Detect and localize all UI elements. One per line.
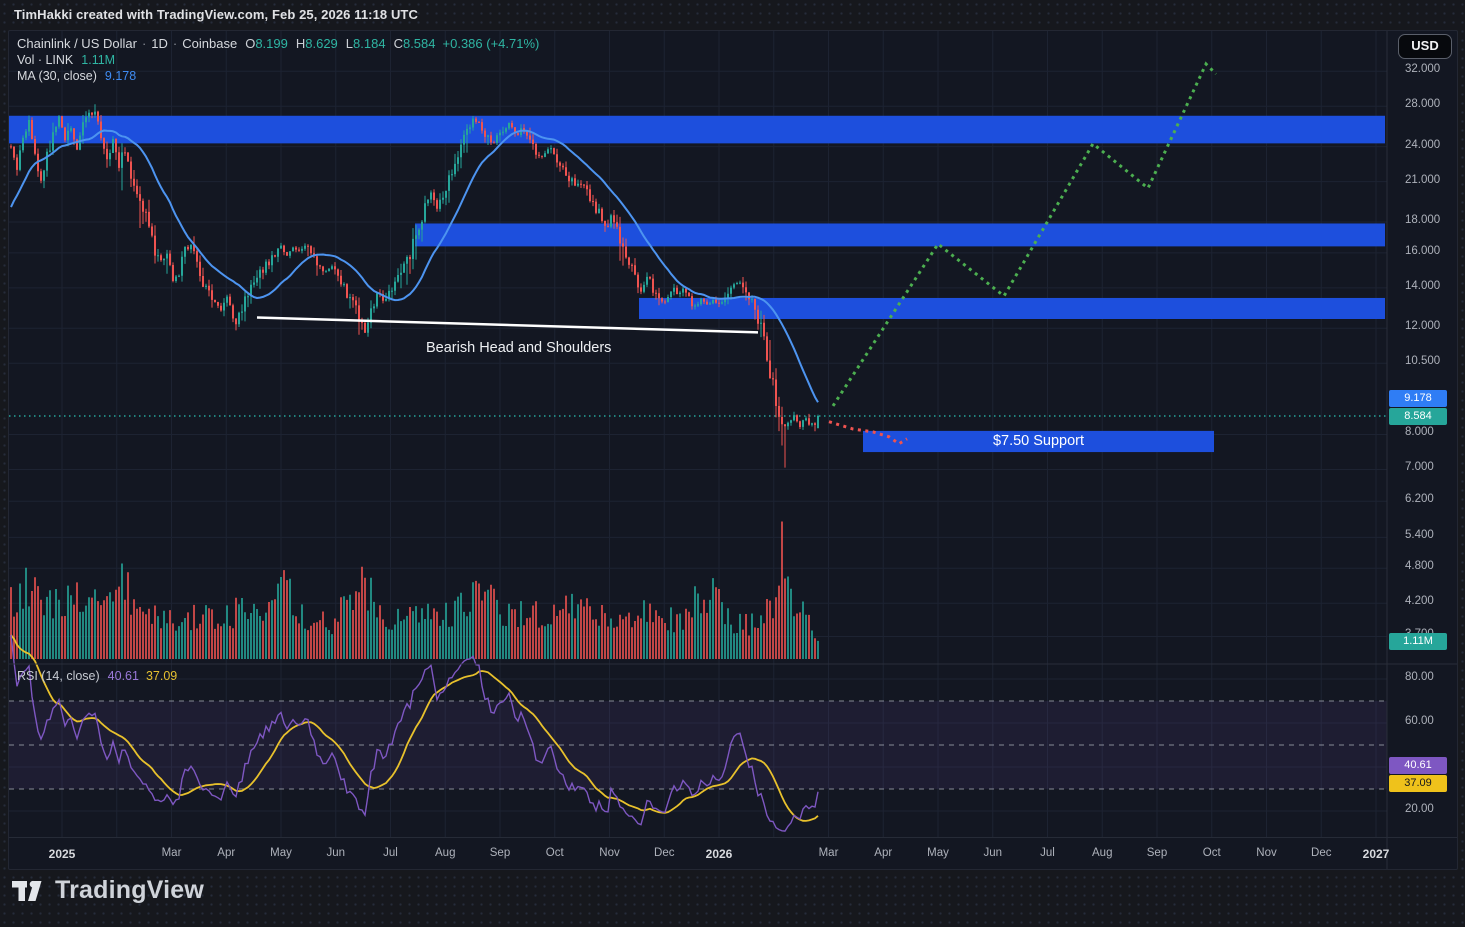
volume-label: Vol · LINK — [17, 52, 74, 67]
high-value: 8.629 — [305, 36, 338, 51]
symbol-name: Chainlink / US Dollar — [17, 36, 137, 51]
volume-bars-up — [19, 563, 819, 659]
month-tick-label: May — [927, 847, 949, 859]
timeframe-label: 1D — [151, 36, 168, 51]
month-tick-label: May — [270, 847, 292, 859]
open-value: 8.199 — [255, 36, 288, 51]
month-tick-label: Nov — [1256, 847, 1277, 859]
month-tick-label: Sep — [489, 847, 511, 859]
legend-separator: · — [141, 36, 147, 51]
low-label: L — [345, 36, 354, 51]
volume-badge: 1.11M — [1389, 632, 1447, 650]
price-tick-label: 18.000 — [1405, 213, 1441, 226]
price-tick-label: 32.000 — [1405, 63, 1441, 76]
volume-legend-row[interactable]: Vol · LINK 1.11M — [17, 53, 539, 69]
ma-price-badge: 9.178 — [1389, 389, 1447, 407]
snapshot-title: TimHakki created with TradingView.com, F… — [14, 7, 418, 22]
month-tick-label: Jul — [1040, 847, 1055, 859]
month-tick-label: Aug — [435, 847, 456, 859]
month-tick-label: Dec — [654, 847, 675, 859]
candle-wicks-up — [19, 104, 819, 430]
price-tick-label: 10.500 — [1405, 355, 1441, 368]
bullish-projection-line — [831, 61, 1218, 407]
tradingview-logo-icon — [12, 880, 42, 901]
ma30-line — [10, 129, 819, 403]
price-tick-label: 14.000 — [1405, 279, 1441, 292]
rsi-value: 40.61 — [107, 669, 139, 683]
price-zone-band — [863, 430, 1214, 453]
rsi-line — [10, 634, 819, 832]
tradingview-watermark[interactable]: TradingView — [12, 876, 204, 905]
open-label: O — [245, 36, 256, 51]
rsi-ma-value: 37.09 — [145, 669, 178, 683]
price-tick-label: 8.000 — [1405, 426, 1434, 439]
month-tick-label: Jun — [983, 847, 1003, 859]
currency-toggle-button[interactable]: USD — [1398, 34, 1452, 59]
ma-legend-row[interactable]: MA (30, close) 9.178 — [17, 69, 539, 85]
bearish-projection-line — [828, 420, 908, 446]
price-tick-label: 21.000 — [1405, 173, 1441, 186]
month-tick-label: Apr — [874, 847, 893, 859]
rsi-ma-badge: 37.09 — [1389, 775, 1447, 793]
candle-bodies-up — [19, 111, 819, 428]
price-zone-band — [639, 297, 1385, 320]
price-zone-band — [9, 115, 1385, 144]
legend-separator: · — [172, 36, 178, 51]
rsi-label: RSI (14, close) — [17, 669, 100, 683]
ma-label: MA (30, close) — [17, 69, 97, 83]
month-tick-label: Jul — [383, 847, 398, 859]
price-tick-label: 5.400 — [1405, 529, 1434, 542]
price-tick-label: 20.00 — [1405, 803, 1434, 815]
price-tick-label: 4.800 — [1405, 560, 1434, 573]
change-value: +0.386 (+4.71%) — [442, 36, 540, 51]
month-tick-label: Nov — [599, 847, 620, 859]
year-tick-label: 2025 — [48, 847, 76, 861]
rsi-ma-line — [10, 634, 819, 822]
month-tick-label: Apr — [217, 847, 236, 859]
price-tick-label: 24.000 — [1405, 138, 1441, 151]
price-axis[interactable]: 32.000 28.000 24.000 21.000 18.000 16.000 14.0… — [1387, 31, 1457, 837]
price-zone-band — [415, 223, 1385, 247]
month-tick-label: Jun — [326, 847, 346, 859]
time-axis[interactable]: 2025 Mar Apr May Jun Jul Aug Sep Oct Nov Dec 2026 Ma… — [9, 837, 1457, 869]
price-tick-label: 6.200 — [1405, 493, 1434, 506]
support-zone-label[interactable]: $7.50 Support — [992, 433, 1085, 449]
month-tick-label: Oct — [1202, 847, 1221, 859]
month-tick-label: Mar — [818, 847, 839, 859]
rsi-legend-row[interactable]: RSI (14, close) 40.61 37.09 — [17, 669, 177, 683]
volume-value: 1.11M — [81, 52, 116, 67]
price-tick-label: 4.200 — [1405, 595, 1434, 608]
volume-bars-down — [10, 521, 816, 659]
exchange-label: Coinbase — [182, 36, 238, 51]
month-tick-label: Sep — [1146, 847, 1168, 859]
close-value: 8.584 — [402, 36, 436, 51]
year-tick-label: 2026 — [705, 847, 733, 861]
rsi-band — [9, 701, 1387, 789]
price-tick-label: 80.00 — [1405, 671, 1434, 683]
neckline-trendline — [256, 316, 759, 334]
month-tick-label: Dec — [1311, 847, 1332, 859]
month-tick-label: Aug — [1092, 847, 1113, 859]
year-tick-label: 2027 — [1362, 847, 1390, 861]
price-tick-label: 28.000 — [1405, 98, 1441, 111]
price-tick-label: 16.000 — [1405, 244, 1441, 257]
head-shoulders-annotation[interactable]: Bearish Head and Shoulders — [426, 340, 612, 356]
month-tick-label: Oct — [545, 847, 564, 859]
rsi-badge: 40.61 — [1389, 757, 1447, 775]
chart-canvas[interactable] — [9, 31, 1458, 870]
tradingview-brand-text: TradingView — [55, 876, 205, 904]
month-tick-label: Mar — [161, 847, 182, 859]
low-value: 8.184 — [353, 36, 386, 51]
high-label: H — [295, 36, 306, 51]
last-price-badge: 8.584 — [1389, 407, 1447, 425]
ma-value: 9.178 — [104, 69, 137, 83]
price-tick-label: 7.000 — [1405, 461, 1434, 474]
price-tick-label: 12.000 — [1405, 320, 1441, 333]
close-label: C — [393, 36, 403, 51]
price-tick-label: 60.00 — [1405, 715, 1434, 727]
